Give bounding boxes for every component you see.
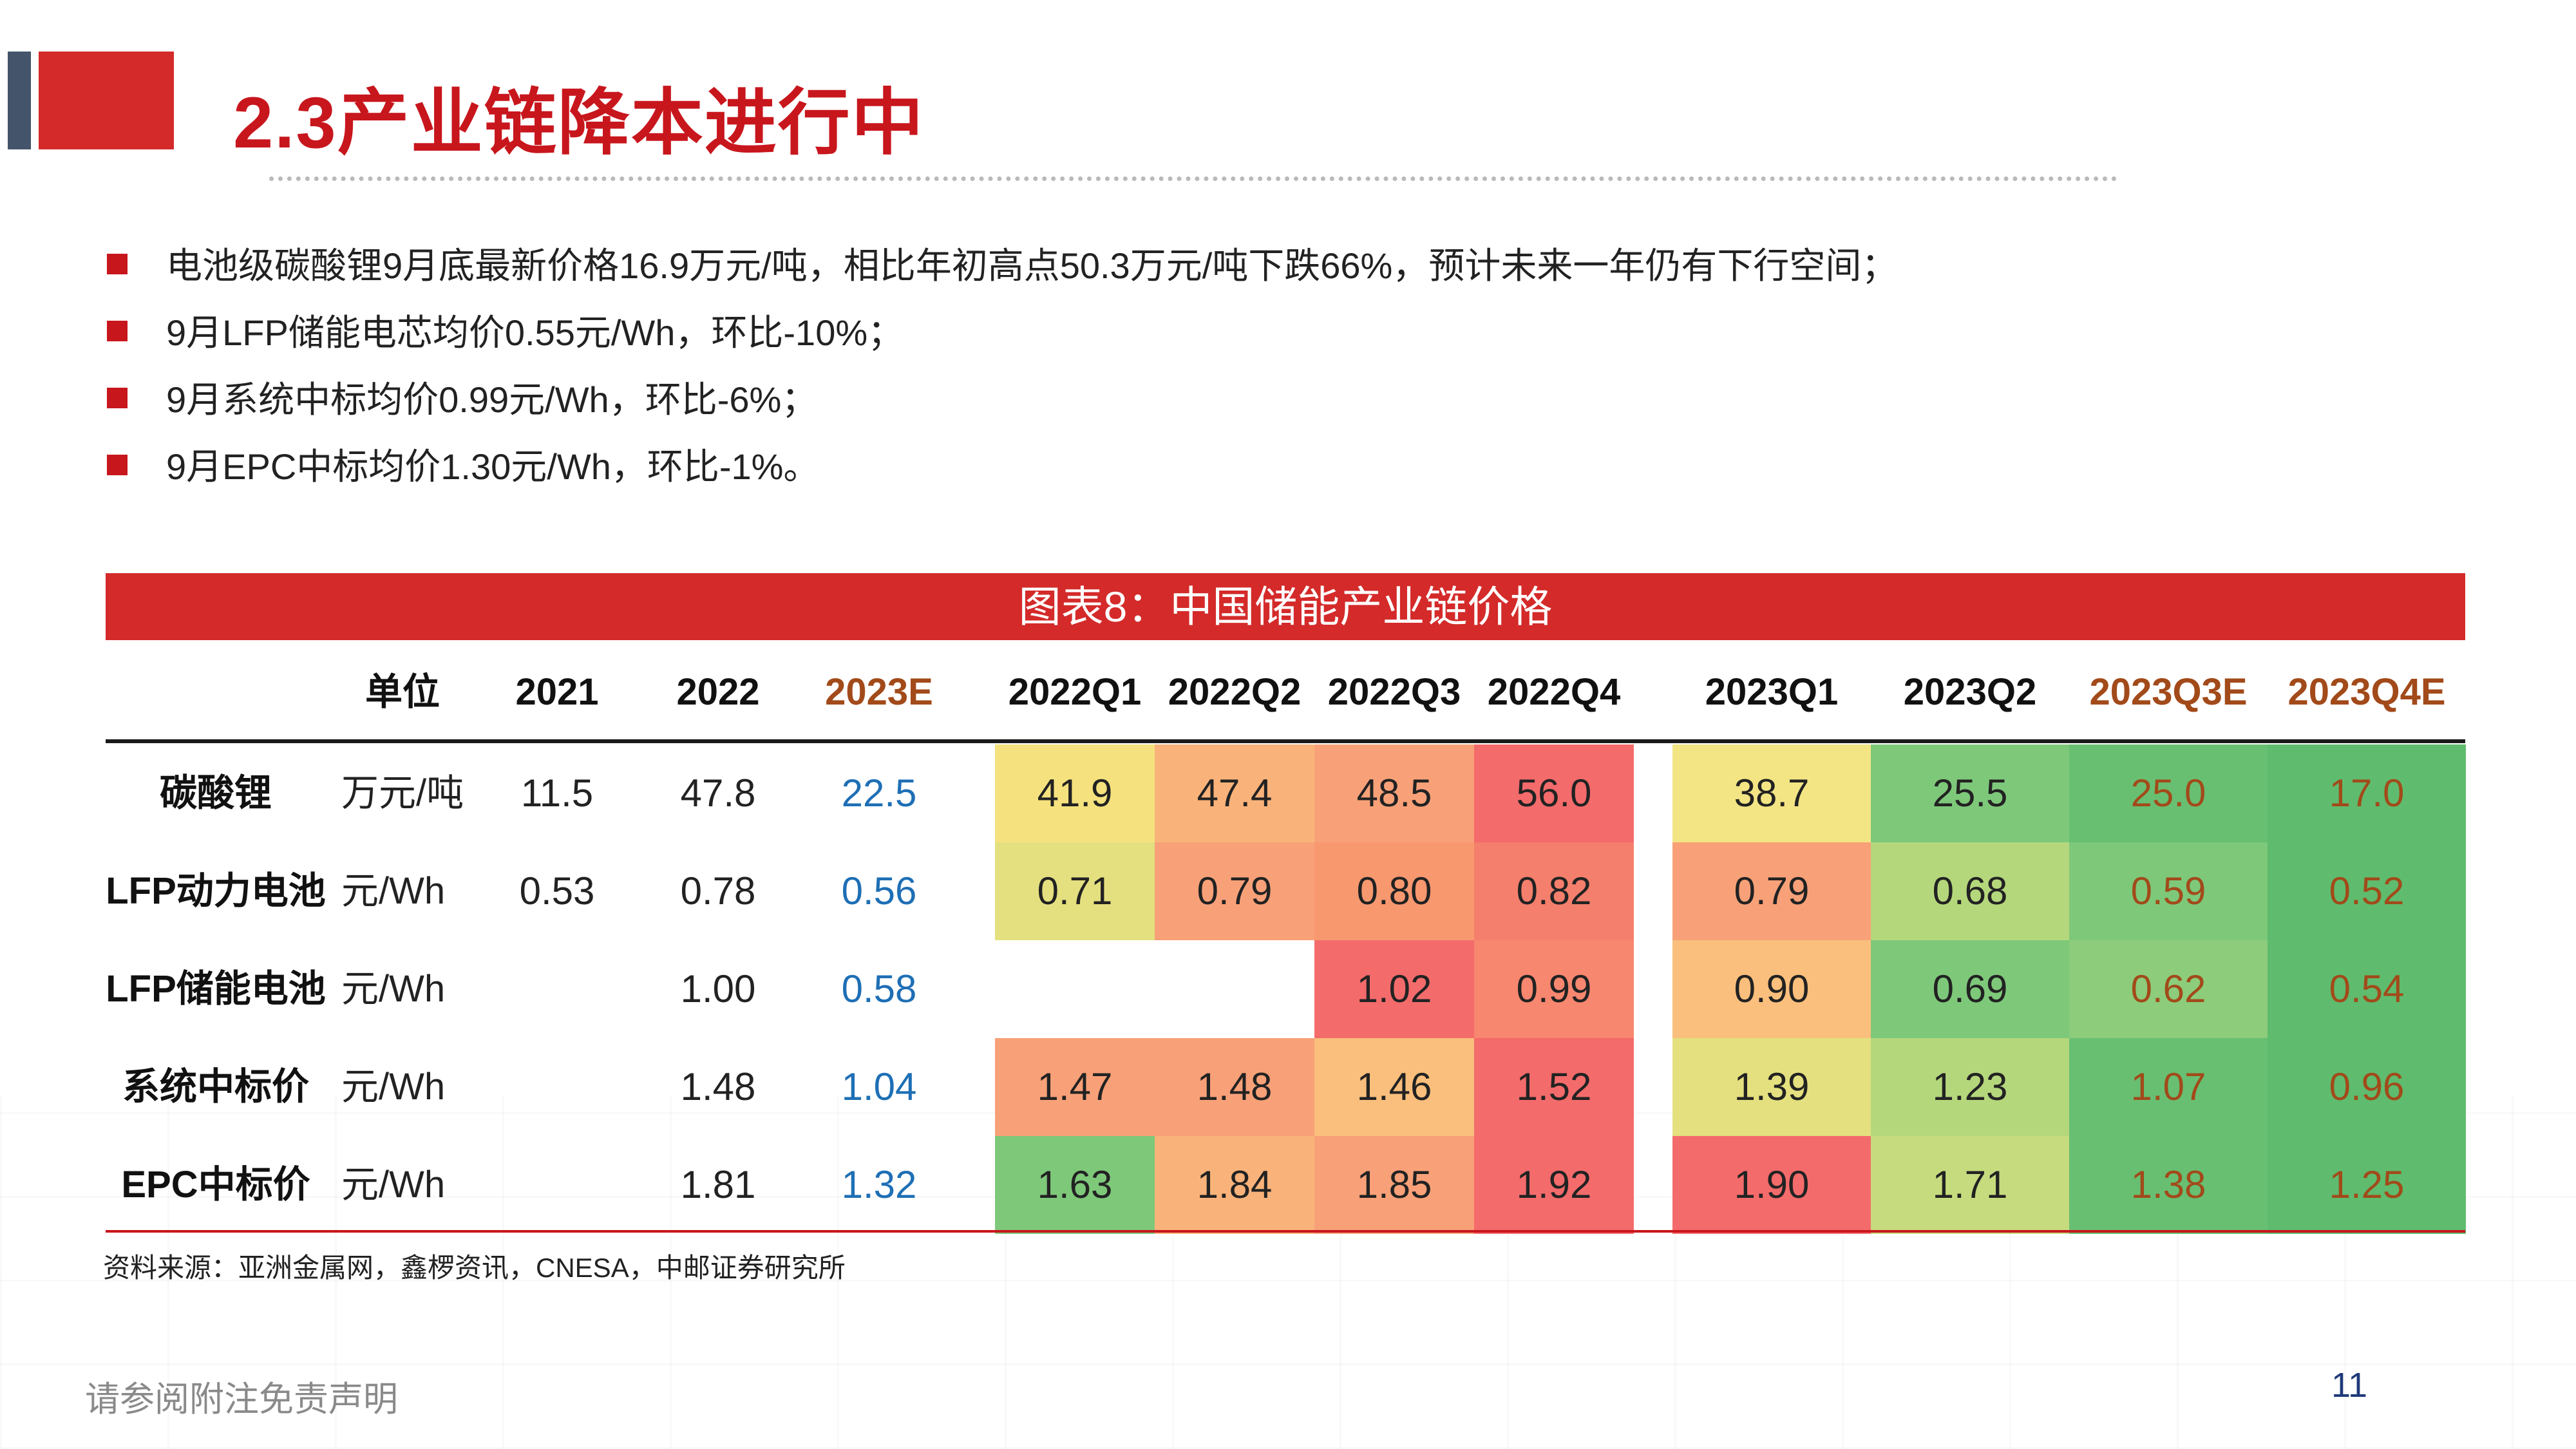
cell-quarter: 1.84 — [1155, 1136, 1314, 1234]
cell-quarter: 1.38 — [2069, 1136, 2268, 1234]
row-label: EPC中标价 — [121, 1164, 310, 1206]
cell-2022: 0.78 — [680, 869, 756, 913]
row-label: LFP动力电池 — [106, 870, 326, 912]
cell-2021 — [489, 940, 625, 1038]
cell-quarter: 0.68 — [1871, 842, 2069, 940]
header-2023q4e: 2023Q4E — [2287, 671, 2446, 713]
header-2022q4: 2022Q4 — [1487, 671, 1621, 713]
cell-quarter: 0.80 — [1314, 842, 1474, 940]
bullet-item: 9月LFP储能电芯均价0.55元/Wh，环比-10%； — [107, 305, 2297, 372]
cell-quarter: 1.02 — [1314, 940, 1474, 1038]
cell-2023e: 1.04 — [841, 1065, 917, 1108]
cell-2023e: 1.32 — [841, 1163, 917, 1206]
cell-quarter: 0.79 — [1672, 842, 1871, 940]
cell-2021: 11.5 — [520, 772, 594, 815]
cell-quarter: 0.62 — [2069, 940, 2268, 1038]
bullet-item: 9月EPC中标均价1.30元/Wh，环比-1%。 — [107, 439, 2297, 506]
bullet-item: 9月系统中标均价0.99元/Wh，环比-6%； — [107, 372, 2297, 439]
table-caption: 图表8：中国储能产业链价格 — [106, 573, 2465, 640]
cell-2022: 47.8 — [680, 772, 756, 815]
cell-quarter: 38.7 — [1672, 744, 1871, 842]
title-divider — [269, 176, 2117, 181]
header-2023e: 2023E — [825, 671, 933, 713]
cell-quarter: 48.5 — [1314, 744, 1474, 842]
cell-2021 — [489, 1038, 625, 1136]
cell-quarter: 1.39 — [1672, 1038, 1871, 1136]
header-2023q1: 2023Q1 — [1705, 671, 1839, 713]
cell-quarter: 0.71 — [995, 842, 1155, 940]
source-note: 资料来源：亚洲金属网，鑫椤资讯，CNESA，中邮证券研究所 — [103, 1253, 846, 1283]
header-rule — [106, 739, 2465, 743]
cell-quarter: 47.4 — [1155, 744, 1314, 842]
cell-quarter: 0.96 — [2268, 1038, 2466, 1136]
cell-2022: 1.48 — [680, 1065, 756, 1108]
bullet-item: 电池级碳酸锂9月底最新价格16.9万元/吨，相比年初高点50.3万元/吨下跌66… — [107, 238, 2297, 305]
cell-quarter: 56.0 — [1474, 744, 1634, 842]
cell-quarter: 0.59 — [2069, 842, 2268, 940]
header-unit: 单位 — [365, 671, 440, 713]
cell-quarter: 0.69 — [1871, 940, 2069, 1038]
cell-quarter: 1.48 — [1155, 1038, 1314, 1136]
bullet-square-icon — [107, 321, 128, 341]
header-2022q1: 2022Q1 — [1008, 671, 1142, 713]
cell-quarter: 17.0 — [2268, 744, 2466, 842]
header-2022q3: 2022Q3 — [1327, 671, 1461, 713]
table-bottom-rule — [106, 1230, 2465, 1233]
cell-quarter: 1.63 — [995, 1136, 1155, 1234]
row-label: 系统中标价 — [122, 1066, 309, 1108]
cell-quarter: 1.90 — [1672, 1136, 1871, 1234]
cell-2022: 1.81 — [680, 1163, 756, 1206]
header-2023q2: 2023Q2 — [1903, 671, 2037, 713]
cell-quarter: 1.07 — [2069, 1038, 2268, 1136]
row-unit: 万元/吨 — [341, 772, 464, 814]
cell-quarter: 1.85 — [1314, 1136, 1474, 1234]
disclaimer-text: 请参阅附注免责声明 — [85, 1380, 398, 1419]
cell-2023e: 22.5 — [841, 772, 917, 815]
bullet-square-icon — [107, 388, 128, 408]
header-2021: 2021 — [515, 671, 599, 713]
cell-quarter: 0.82 — [1474, 842, 1634, 940]
cell-quarter: 1.47 — [995, 1038, 1155, 1136]
cell-quarter: 1.25 — [2268, 1136, 2466, 1234]
row-unit: 元/Wh — [341, 1066, 446, 1108]
header-accent-red — [39, 52, 174, 149]
row-unit: 元/Wh — [341, 870, 446, 912]
cell-2022: 1.00 — [680, 967, 756, 1010]
cell-quarter — [995, 940, 1155, 1038]
header-2023q3e: 2023Q3E — [2089, 671, 2248, 713]
cell-quarter: 0.54 — [2268, 940, 2466, 1038]
cell-quarter: 41.9 — [995, 744, 1155, 842]
header-2022q2: 2022Q2 — [1168, 671, 1302, 713]
cell-quarter: 1.52 — [1474, 1038, 1634, 1136]
cell-quarter: 1.46 — [1314, 1038, 1474, 1136]
row-unit: 元/Wh — [341, 968, 446, 1010]
bullet-list: 电池级碳酸锂9月底最新价格16.9万元/吨，相比年初高点50.3万元/吨下跌66… — [107, 238, 2297, 506]
cell-quarter: 25.5 — [1871, 744, 2069, 842]
header-2022: 2022 — [676, 671, 760, 713]
bullet-square-icon — [107, 254, 128, 274]
page-title: 2.3产业链降本进行中 — [233, 82, 925, 163]
cell-quarter: 0.90 — [1672, 940, 1871, 1038]
row-label: LFP储能电池 — [106, 968, 326, 1010]
row-label: 碳酸锂 — [159, 772, 272, 814]
cell-quarter: 1.71 — [1871, 1136, 2069, 1234]
cell-quarter: 1.23 — [1871, 1038, 2069, 1136]
cell-quarter: 1.92 — [1474, 1136, 1634, 1234]
cell-quarter: 0.79 — [1155, 842, 1314, 940]
cell-2021: 0.53 — [519, 869, 595, 913]
cell-quarter — [1155, 940, 1314, 1038]
cell-quarter: 25.0 — [2069, 744, 2268, 842]
cell-2023e: 0.56 — [841, 869, 917, 913]
cell-quarter: 0.99 — [1474, 940, 1634, 1038]
bullet-square-icon — [107, 455, 128, 475]
page-number: 11 — [2331, 1366, 2368, 1405]
cell-2021 — [489, 1136, 625, 1234]
header-accent-gray — [8, 52, 31, 149]
cell-quarter: 0.52 — [2268, 842, 2466, 940]
row-unit: 元/Wh — [341, 1164, 446, 1206]
cell-2023e: 0.58 — [841, 967, 917, 1010]
